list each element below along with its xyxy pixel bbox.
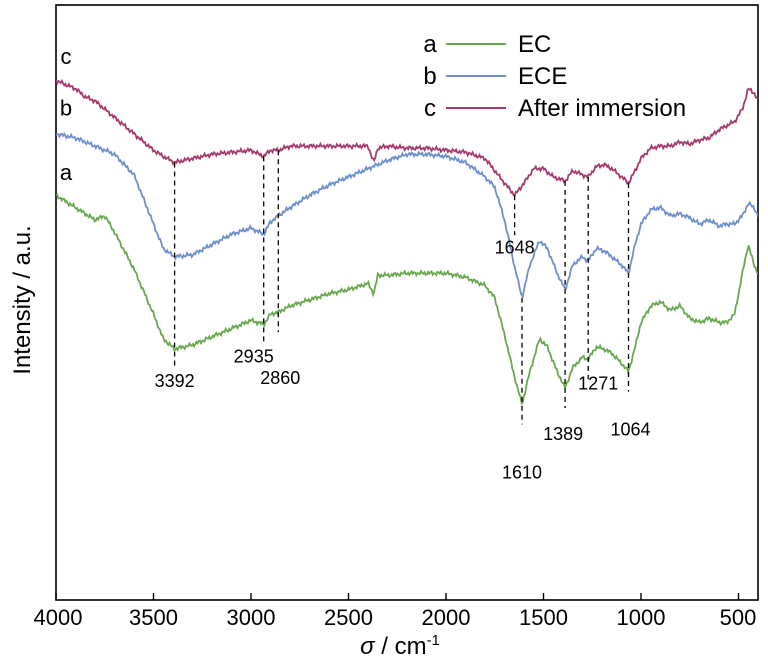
x-tick-label-2000: 2000 [422,605,471,630]
series-line-c [56,78,758,198]
legend-letter-a: a [423,31,437,58]
legend-label-c: After immersion [518,95,686,122]
x-tick-label-1000: 1000 [617,605,666,630]
x-tick-label-3500: 3500 [129,605,178,630]
curve-label-b: b [60,95,72,120]
x-tick-label-500: 500 [720,605,757,630]
peak-label-2860: 2860 [260,368,300,388]
curve-label-c: c [61,44,72,69]
x-tick-label-3000: 3000 [227,605,276,630]
x-tick-label-2500: 2500 [324,605,373,630]
legend-letter-c: c [424,95,436,122]
x-axis-label: σ / cm-1 [360,632,440,660]
x-tick-label-4000: 4000 [34,605,83,630]
plot-frame [55,4,759,601]
peak-label-2935: 2935 [234,347,274,367]
x-axis-unit: / cm [375,633,427,660]
legend-label-a: EC [518,31,551,58]
peak-label-1064: 1064 [610,420,650,440]
peak-label-1389: 1389 [543,424,583,444]
x-tick-label-1500: 1500 [519,605,568,630]
curve-label-a: a [60,160,73,185]
series-line-a [56,193,758,406]
legend-label-b: ECE [518,63,567,90]
peak-label-3392: 3392 [155,371,195,391]
series-line-b [56,131,758,299]
peak-label-1271: 1271 [578,373,618,393]
peak-label-1648: 1648 [495,237,535,257]
y-axis-label: Intensity / a.u. [9,225,36,374]
x-axis-symbol: σ [360,633,376,660]
x-axis-exponent: -1 [427,632,440,649]
legend-letter-b: b [423,63,436,90]
peak-label-1610: 1610 [502,462,542,482]
